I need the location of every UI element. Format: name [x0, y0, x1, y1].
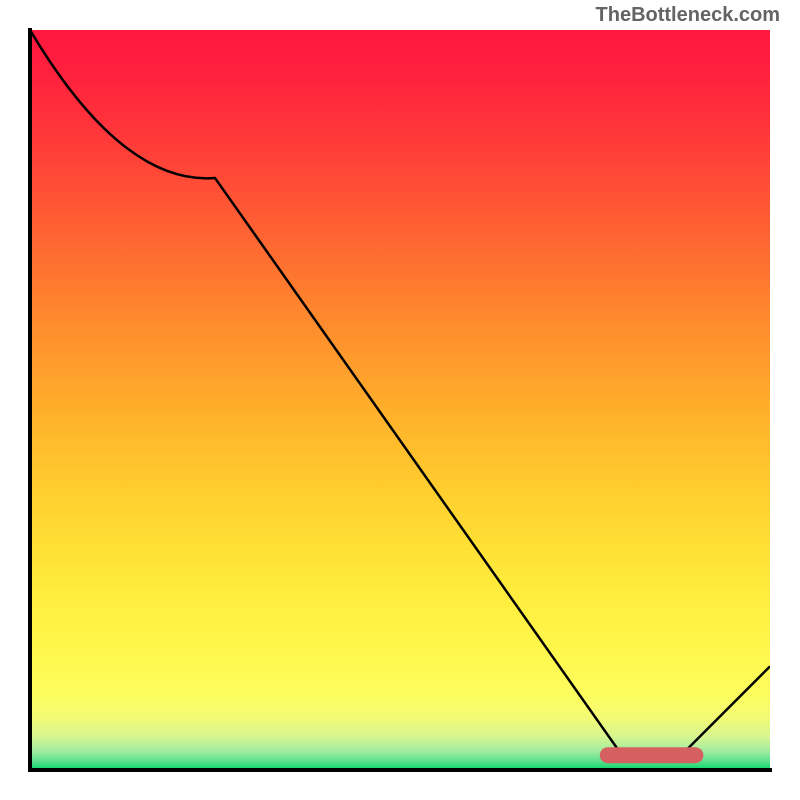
chart-container: TheBottleneck.com — [0, 0, 800, 800]
gradient-background — [30, 30, 770, 770]
bottleneck-chart — [0, 0, 800, 800]
optimal-range-marker — [600, 747, 704, 763]
